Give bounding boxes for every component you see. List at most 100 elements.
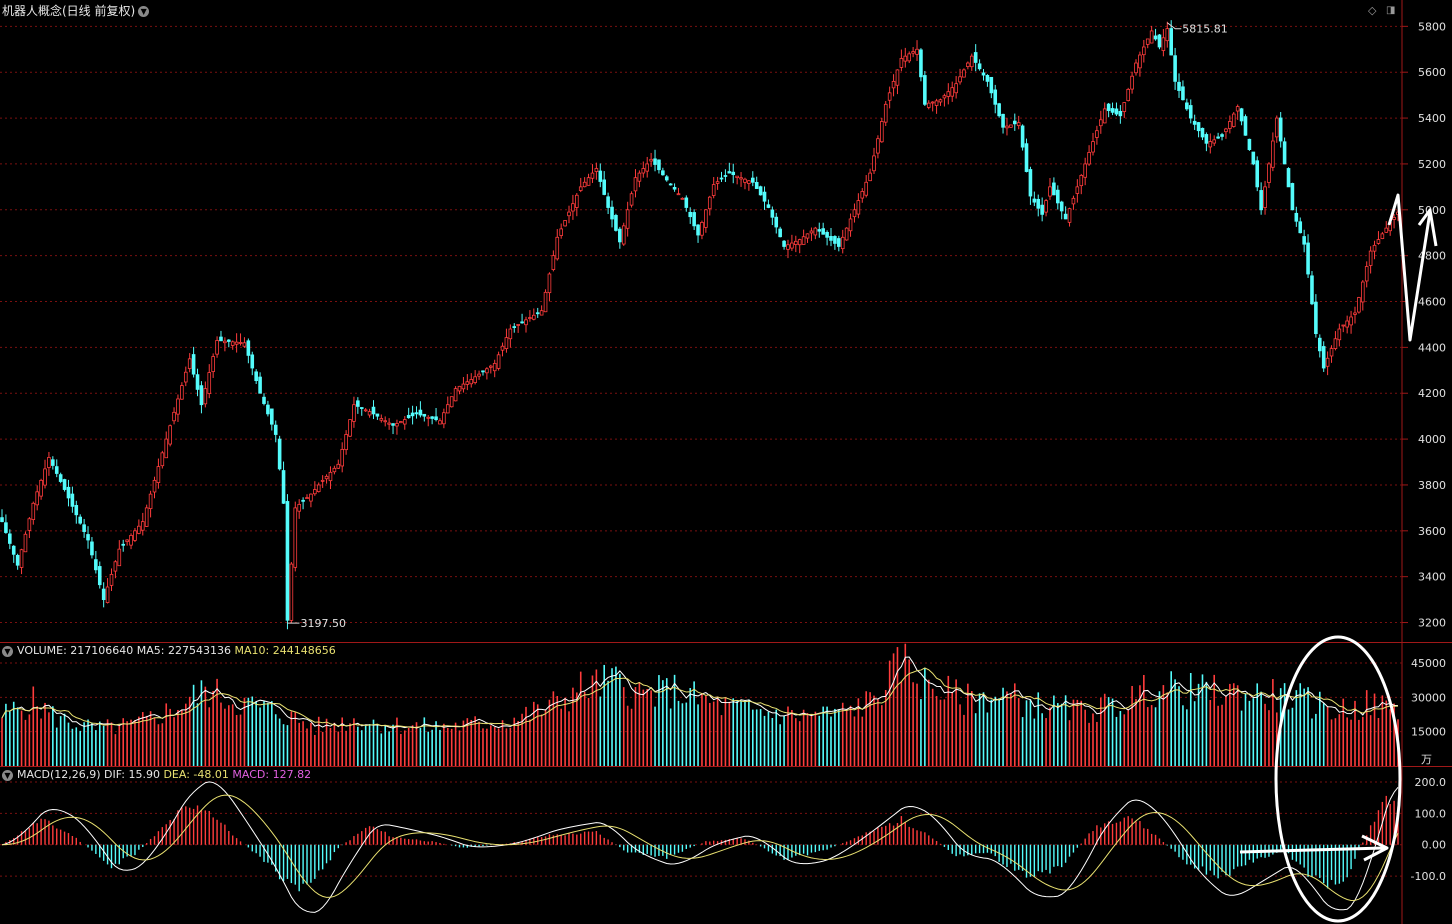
macd-menu-icon[interactable]: ▼ xyxy=(2,769,13,781)
candle-body xyxy=(1380,233,1385,239)
candle-body xyxy=(586,177,591,186)
candle-body xyxy=(735,175,739,178)
candle-body xyxy=(340,449,345,467)
volume-tick-label: 45000 xyxy=(1411,657,1446,670)
candle-body xyxy=(985,75,990,82)
candle-body xyxy=(1204,134,1209,144)
candle-body xyxy=(399,421,403,424)
candle-body xyxy=(778,228,782,238)
candle-body xyxy=(860,191,865,199)
candle-body xyxy=(750,177,755,183)
candle-body xyxy=(582,181,587,188)
candle-body xyxy=(903,55,908,62)
chevron-down-icon[interactable]: ▼ xyxy=(138,6,150,17)
candle-body xyxy=(1294,212,1299,222)
candle-body xyxy=(1278,117,1283,142)
candle-body xyxy=(406,414,411,419)
candle-body xyxy=(281,470,286,504)
candle-body xyxy=(1005,125,1009,129)
panel-icon[interactable]: ◨ xyxy=(1386,5,1396,16)
candle-body xyxy=(47,457,51,468)
candle-body xyxy=(610,206,614,220)
candle-body xyxy=(1134,62,1138,74)
candle-body xyxy=(144,507,149,527)
dif-value: 15.90 xyxy=(128,768,160,781)
candle-body xyxy=(504,337,509,349)
candle-body xyxy=(1149,30,1154,44)
candle-body xyxy=(227,339,231,342)
candle-body xyxy=(747,180,751,184)
candle-body xyxy=(438,420,442,425)
candle-body xyxy=(895,69,900,86)
candle-body xyxy=(1028,169,1033,197)
high-marker xyxy=(1166,22,1182,30)
candle-body xyxy=(1169,28,1173,56)
candle-body xyxy=(101,588,106,601)
candle-body xyxy=(571,203,575,212)
candle-body xyxy=(801,236,806,245)
candle-body xyxy=(125,539,129,542)
candle-body xyxy=(51,459,55,466)
candle-body xyxy=(676,193,681,196)
price-tick-label: 4400 xyxy=(1418,341,1446,354)
candle-body xyxy=(868,172,872,182)
price-tick-label: 5000 xyxy=(1418,204,1446,217)
candle-body xyxy=(301,499,305,502)
candle-body xyxy=(766,204,771,208)
candle-body xyxy=(962,69,966,78)
candle-body xyxy=(199,385,204,406)
candle-body xyxy=(1110,108,1115,113)
dif-label: DIF: xyxy=(104,768,125,781)
candle-body xyxy=(1353,312,1357,315)
candle-body xyxy=(524,319,528,326)
candle-body xyxy=(700,221,704,236)
candle-body xyxy=(1290,183,1295,211)
candle-body xyxy=(363,409,368,412)
candle-body xyxy=(1044,200,1048,213)
price-tick-label: 3400 xyxy=(1418,571,1446,584)
candle-body xyxy=(1016,122,1021,126)
price-tick-label: 5400 xyxy=(1418,112,1446,125)
diamond-icon[interactable]: ◇ xyxy=(1368,4,1377,17)
candle-body xyxy=(739,177,743,180)
candle-body xyxy=(383,420,388,423)
candle-body xyxy=(969,55,974,68)
candle-body xyxy=(880,121,884,143)
candle-body xyxy=(1361,281,1365,303)
candle-body xyxy=(453,388,458,402)
candle-body xyxy=(856,200,861,215)
macd-tick-label: 0.00 xyxy=(1422,839,1447,852)
candle-body xyxy=(887,92,892,101)
candle-body xyxy=(1020,125,1025,148)
candle-body xyxy=(1235,106,1240,112)
candle-body xyxy=(70,493,75,507)
candle-body xyxy=(797,239,802,246)
candle-body xyxy=(923,75,927,105)
candle-body xyxy=(1325,357,1330,367)
volume-ma10-line xyxy=(1,667,1399,729)
candle-body xyxy=(180,385,184,400)
candle-body xyxy=(633,177,638,192)
candle-body xyxy=(4,522,8,533)
candle-body xyxy=(379,418,384,421)
candle-body xyxy=(848,218,853,232)
candle-body xyxy=(1231,113,1236,127)
candle-body xyxy=(1142,46,1146,56)
volume-menu-icon[interactable]: ▼ xyxy=(2,645,13,657)
candle-body xyxy=(58,474,63,482)
candle-body xyxy=(356,400,360,407)
candle-body xyxy=(1384,227,1389,233)
candle-body xyxy=(442,412,446,425)
candle-body xyxy=(758,186,763,196)
volume-label: VOLUME: xyxy=(17,644,67,657)
candle-body xyxy=(430,416,434,419)
candle-body xyxy=(1071,197,1076,205)
candle-body xyxy=(449,396,454,408)
candle-body xyxy=(578,186,583,191)
candle-body xyxy=(876,138,880,154)
candle-body xyxy=(1317,337,1322,352)
candle-body xyxy=(488,365,493,368)
candle-body xyxy=(172,411,176,422)
candle-body xyxy=(825,231,829,238)
